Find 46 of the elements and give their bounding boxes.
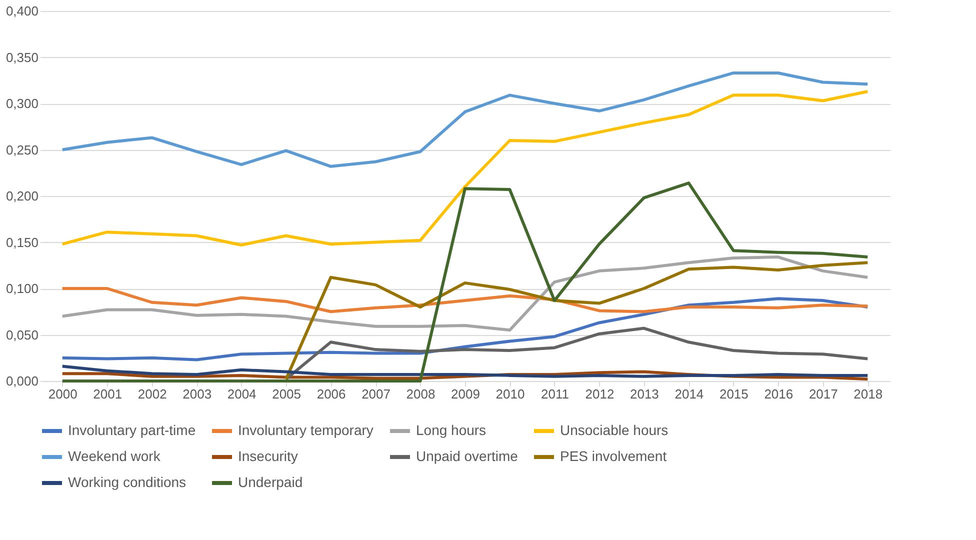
x-tick-label: 2003	[182, 386, 212, 402]
x-tick-label: 2016	[764, 386, 794, 402]
legend-label: Insecurity	[238, 448, 298, 464]
line-series	[60, 287, 870, 314]
legend-label: Involuntary temporary	[238, 422, 374, 438]
legend-label: Working conditions	[68, 474, 186, 490]
legend-label: PES involvement	[560, 448, 667, 464]
legend-label: Involuntary part-time	[68, 422, 196, 438]
x-tick-label: 2011	[540, 386, 569, 402]
y-tick-label: 0,150	[6, 234, 38, 250]
legend-label: Unsociable hours	[560, 422, 668, 438]
legend-label: Long hours	[416, 422, 486, 438]
y-tick-label: 0,250	[6, 142, 38, 158]
y-tick-label: 0,000	[6, 374, 38, 388]
line-series	[60, 90, 870, 247]
x-tick-label: 2015	[719, 386, 748, 402]
x-tick-label: 2008	[406, 386, 436, 402]
y-tick-label: 0,350	[6, 50, 38, 65]
line-series	[284, 261, 870, 381]
y-tick-label: 0,200	[6, 188, 38, 204]
legend-label: Unpaid overtime	[416, 448, 518, 464]
line-series	[284, 326, 870, 381]
x-tick-label: 2018	[854, 386, 883, 402]
x-tick-label: 2007	[362, 386, 390, 402]
y-tick-label: 0,400	[6, 4, 38, 18]
y-tick-label: 0,100	[6, 281, 38, 296]
x-tick-label: 2009	[451, 386, 480, 402]
x-tick-label: 2014	[674, 386, 704, 402]
x-tick-label: 2004	[227, 386, 256, 402]
line-series	[60, 182, 870, 382]
line-series	[60, 256, 870, 332]
legend-label: Underpaid	[238, 474, 303, 490]
legend-label: Weekend work	[68, 448, 162, 464]
line-series	[60, 71, 870, 168]
x-tick-label: 2000	[48, 386, 78, 402]
x-tick-label: 2005	[272, 386, 302, 402]
x-tick-label: 2017	[808, 386, 838, 402]
line-series	[60, 364, 870, 378]
x-tick-label: 2002	[138, 386, 167, 402]
x-tick-label: 2012	[585, 386, 614, 402]
x-tick-label: 2010	[496, 386, 525, 402]
x-tick-label: 2006	[316, 386, 346, 402]
y-tick-label: 0,300	[6, 96, 38, 111]
x-tick-label: 2013	[630, 386, 659, 402]
x-tick-label: 2001	[93, 386, 122, 402]
y-tick-label: 0,050	[6, 327, 38, 342]
